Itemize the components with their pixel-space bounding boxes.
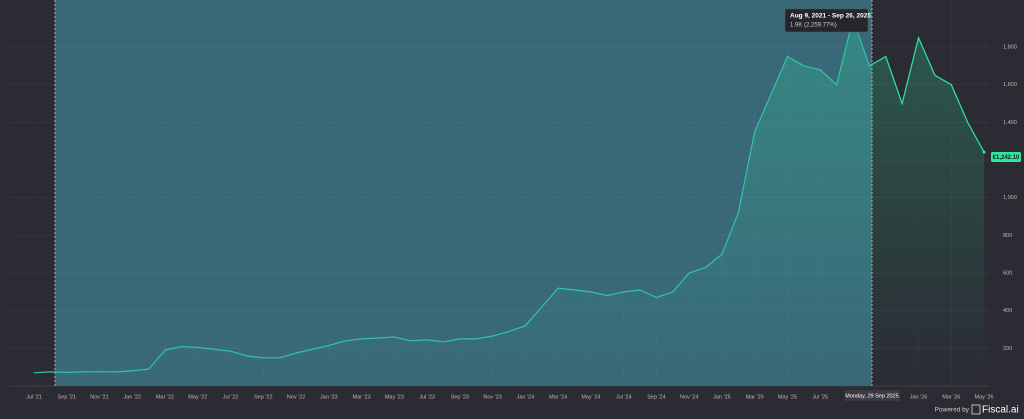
y-tick-label: 1,800	[1003, 45, 1017, 51]
x-tick-label: Sep '24	[647, 394, 665, 400]
tooltip-change: 1.9K (2,259.77%)	[790, 23, 837, 29]
y-tick-label: 600	[1003, 270, 1012, 276]
price-label: €1,242.10	[993, 155, 1020, 161]
price-box	[991, 152, 1021, 162]
y-tick-label: 1,000	[1003, 195, 1017, 201]
x-tick-label: Nov '21	[90, 394, 108, 400]
x-tick-label: Mar '25	[746, 394, 764, 400]
plot	[33, 16, 986, 387]
x-tick-label: Jan '25	[713, 394, 731, 400]
x-tick-label: May '26	[974, 394, 993, 400]
x-tick-label: Mar '26	[942, 394, 960, 400]
x-tick-label: Sep '21	[58, 394, 76, 400]
price-line	[33, 16, 985, 374]
area	[34, 18, 985, 387]
x-tick-label: Nov '23	[483, 394, 501, 400]
x-tick-label: Jul '25	[812, 394, 828, 400]
labels: 2004006008001,0001,2001,4001,6001,800Jul…	[26, 45, 1017, 401]
x-tick-label: Jul '23	[419, 394, 435, 400]
brand: Fiscal.ai	[982, 405, 1019, 416]
x-tick-label: Jan '24	[517, 394, 535, 400]
crosshair-box	[845, 390, 900, 401]
last-point	[982, 150, 986, 154]
crosshair-label: Monday, 29 Sep 2025	[845, 393, 898, 399]
tooltip-range: Aug 9, 2021 - Sep 26, 2025	[790, 13, 871, 20]
x-tick-label: Jul '21	[26, 394, 42, 400]
tooltip: Aug 9, 2021 - Sep 26, 2025 1.9K (2,259.7…	[784, 8, 871, 33]
x-tick-label: Nov '22	[287, 394, 305, 400]
x-tick-label: May '24	[581, 394, 600, 400]
x-tick-label: Mar '23	[353, 394, 371, 400]
y-tick-label: 1,400	[1003, 120, 1017, 126]
x-tick-label: Sep '22	[254, 394, 272, 400]
brand-icon	[971, 404, 981, 415]
y-tick-label: 1,600	[1003, 82, 1017, 88]
y-tick-label: 800	[1003, 233, 1012, 239]
y-tick-label: 400	[1003, 308, 1012, 314]
x-tick-label: May '23	[385, 394, 404, 400]
x-tick-label: Jan '23	[320, 394, 338, 400]
x-tick-label: Jan '22	[123, 394, 141, 400]
y-tick-label: 200	[1003, 346, 1012, 352]
crosshair-tag: Monday, 29 Sep 2025	[845, 390, 900, 401]
price-tag: €1,242.10	[991, 152, 1021, 162]
x-tick-label: Jul '22	[223, 394, 239, 400]
x-tick-label: Mar '24	[549, 394, 567, 400]
x-tick-label: Mar '22	[156, 394, 174, 400]
x-tick-label: Nov '24	[680, 394, 698, 400]
powered-by: Powered by	[935, 407, 970, 414]
tooltip-box	[784, 8, 869, 33]
x-tick-label: Sep '23	[451, 394, 469, 400]
x-tick-label: May '25	[778, 394, 797, 400]
x-tick-label: Jul '24	[616, 394, 632, 400]
x-tick-label: May '22	[188, 394, 207, 400]
x-tick-label: Jan '26	[910, 394, 928, 400]
